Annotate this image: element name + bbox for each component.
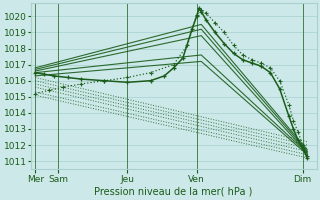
- X-axis label: Pression niveau de la mer( hPa ): Pression niveau de la mer( hPa ): [94, 187, 253, 197]
